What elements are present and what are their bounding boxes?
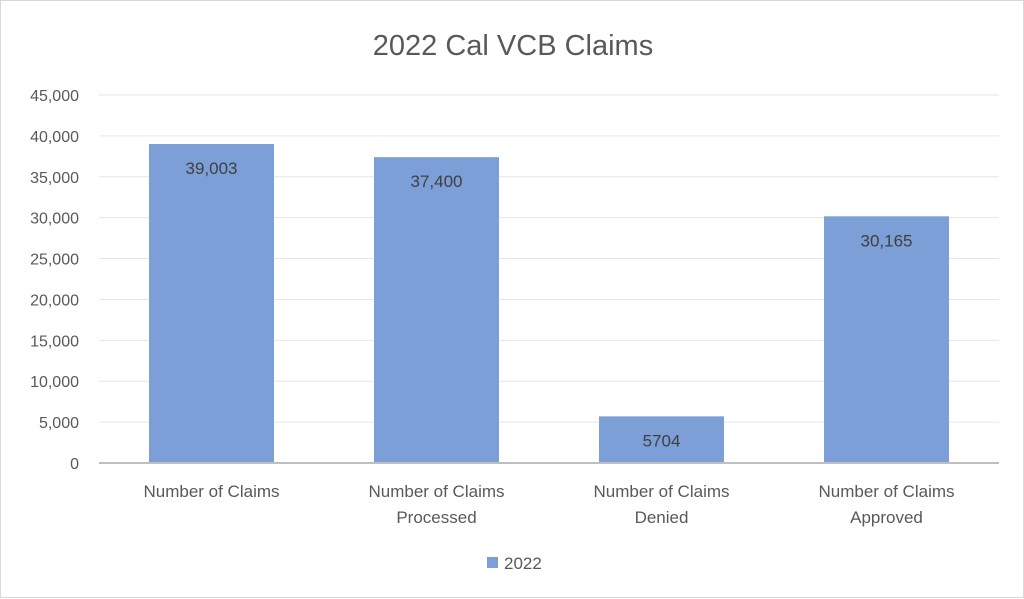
- y-tick-label: 40,000: [30, 129, 79, 146]
- category-label: Processed: [396, 508, 476, 527]
- category-label: Number of Claims: [368, 482, 504, 501]
- category-label: Number of Claims: [818, 482, 954, 501]
- data-label: 5704: [643, 431, 681, 450]
- category-labels: Number of Claims Number of Claims Processe…: [143, 482, 954, 527]
- y-tick-label: 35,000: [30, 170, 79, 187]
- y-axis-ticks: 0 5,000 10,000 15,000 20,000 25,000 30,000 35,0…: [30, 88, 79, 473]
- bar: [374, 157, 499, 463]
- bar: [824, 216, 949, 463]
- data-labels: 39,003 37,400 5704 30,165: [186, 159, 913, 450]
- data-label: 39,003: [186, 159, 238, 178]
- y-tick-label: 45,000: [30, 88, 79, 105]
- bar: [149, 144, 274, 464]
- legend-swatch: [487, 557, 498, 568]
- data-label: 30,165: [861, 231, 913, 250]
- bars: [149, 144, 949, 464]
- y-tick-label: 15,000: [30, 333, 79, 350]
- y-tick-label: 0: [70, 456, 79, 473]
- category-label: Denied: [635, 508, 689, 527]
- legend: 2022: [487, 554, 542, 573]
- category-label: Number of Claims: [593, 482, 729, 501]
- category-label: Approved: [850, 508, 923, 527]
- data-label: 37,400: [411, 172, 463, 191]
- category-label: Number of Claims: [143, 482, 279, 501]
- y-tick-label: 5,000: [39, 415, 79, 432]
- legend-label: 2022: [504, 554, 542, 573]
- bar: [599, 416, 724, 463]
- y-tick-label: 10,000: [30, 374, 79, 391]
- chart-title: 2022 Cal VCB Claims: [373, 30, 653, 62]
- y-tick-label: 20,000: [30, 292, 79, 309]
- y-tick-label: 30,000: [30, 211, 79, 228]
- y-tick-label: 25,000: [30, 252, 79, 269]
